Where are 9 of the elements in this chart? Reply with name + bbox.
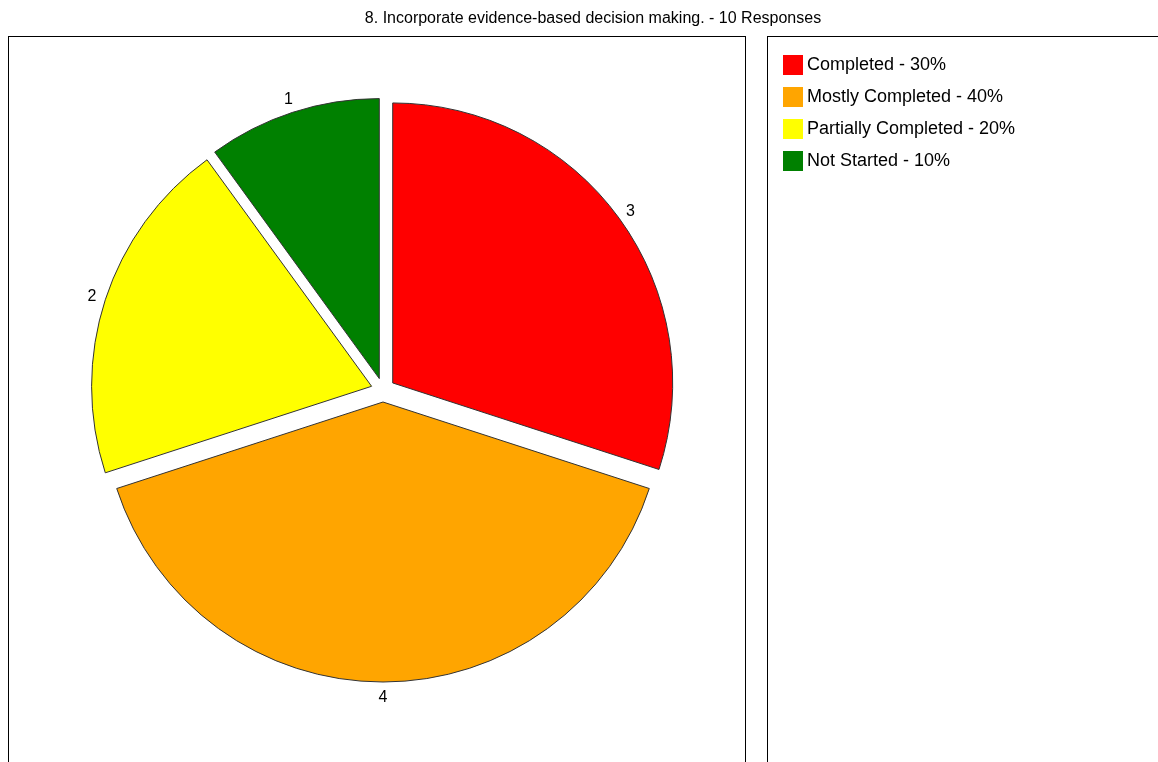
- legend-label: Partially Completed - 20%: [807, 118, 1016, 138]
- legend-label: Not Started - 10%: [807, 150, 951, 170]
- legend-label: Mostly Completed - 40%: [807, 86, 1004, 106]
- data-label: 3: [626, 201, 636, 219]
- legend-label: Completed - 30%: [807, 54, 947, 74]
- data-label: 1: [283, 90, 293, 108]
- data-label: 4: [378, 687, 388, 705]
- data-label: 2: [87, 286, 97, 304]
- chart-title: 8. Incorporate evidence-based decision making. - 10 Responses: [363, 8, 823, 28]
